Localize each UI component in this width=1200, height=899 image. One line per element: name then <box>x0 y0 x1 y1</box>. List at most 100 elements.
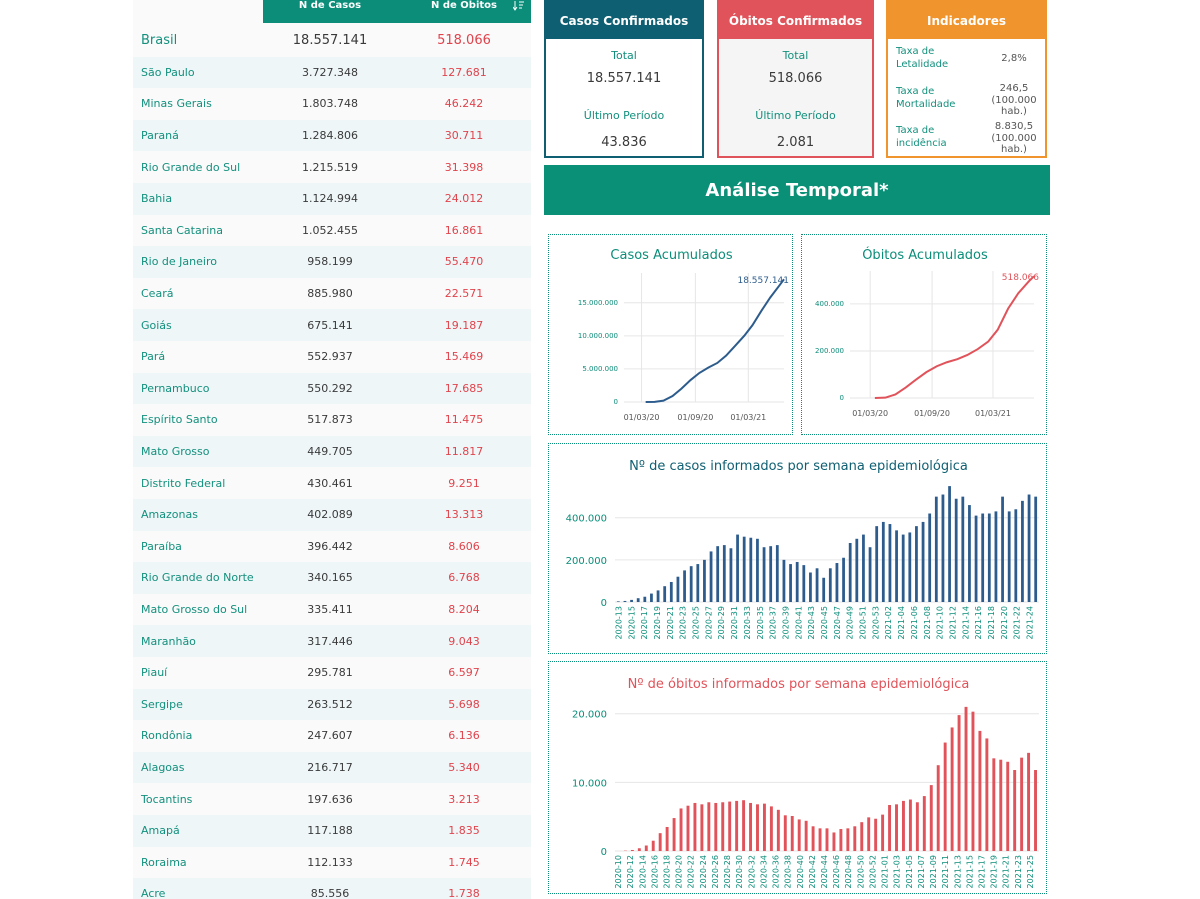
row-name: Piauí <box>141 666 168 680</box>
table-row[interactable]: Amapá 117.188 1.835 <box>133 815 531 847</box>
row-deaths: 9.043 <box>448 634 480 648</box>
table-row[interactable]: Espírito Santo 517.873 11.475 <box>133 404 531 436</box>
table-row[interactable]: Alagoas 216.717 5.340 <box>133 751 531 784</box>
bar <box>630 849 634 851</box>
x-tick-label: 2020-13 <box>614 606 623 639</box>
row-cases: 552.937 <box>307 350 353 364</box>
bar <box>683 570 686 602</box>
table-row[interactable]: Maranhão 317.446 9.043 <box>133 625 531 657</box>
bar <box>860 822 864 851</box>
x-tick-label: 01/09/20 <box>677 413 713 422</box>
x-tick-label: 01/03/21 <box>975 409 1011 418</box>
table-row[interactable]: Piauí 295.781 6.597 <box>133 657 531 689</box>
row-cases: 675.141 <box>307 318 353 332</box>
bar <box>643 596 647 602</box>
bar <box>616 601 620 602</box>
table-row[interactable]: Paraíba 396.442 8.606 <box>133 531 531 563</box>
chart-title: Nº de casos informados por semana epidem… <box>629 459 968 474</box>
col-header-cases[interactable]: N de Casos <box>298 0 362 11</box>
bar <box>756 804 759 851</box>
y-tick-label: 200.000 <box>815 347 844 355</box>
bar <box>742 800 746 851</box>
table-row[interactable]: Ceará 885.980 22.571 <box>133 278 531 310</box>
table-row[interactable]: Rio Grande do Norte 340.165 6.768 <box>133 562 531 594</box>
bar <box>700 804 704 851</box>
chart-title: Nº de óbitos informados por semana epide… <box>628 677 970 692</box>
table-row[interactable]: Mato Grosso 449.705 11.817 <box>133 435 531 468</box>
table-row-total[interactable]: Brasil 18.557.141 518.066 <box>133 25 531 57</box>
bar <box>709 551 713 602</box>
row-cases: 1.215.519 <box>302 160 358 174</box>
bar <box>651 840 655 851</box>
table-row[interactable]: Paraná 1.284.806 30.711 <box>133 119 531 152</box>
col-header-deaths[interactable]: N de Óbitos <box>431 0 497 11</box>
bar <box>679 808 683 851</box>
x-tick-label: 2021-13 <box>953 855 962 888</box>
chart-cumulative-deaths-svg[interactable]: Óbitos Acumulados 0 200.000 400.000 01/03/20… <box>802 235 1048 436</box>
bar <box>802 565 806 602</box>
x-tick-label: 2021-15 <box>965 855 974 888</box>
row-name: Amazonas <box>141 508 198 522</box>
period-label: Último Período <box>583 109 665 122</box>
x-tick-label: 2021-22 <box>1013 606 1022 639</box>
table-row[interactable]: Bahia 1.124.994 24.012 <box>133 183 531 215</box>
bar <box>936 765 940 851</box>
bar <box>775 545 779 602</box>
sort-icon[interactable] <box>513 0 525 12</box>
table-row[interactable]: Santa Catarina 1.052.455 16.861 <box>133 215 531 247</box>
row-name: Acre <box>141 887 166 899</box>
bar <box>658 833 662 851</box>
card-confirmed-cases: Casos Confirmados Total 18.557.141 Últim… <box>544 0 704 158</box>
card-title: Óbitos Confirmados <box>719 2 872 39</box>
x-tick-label: 01/09/20 <box>914 409 950 418</box>
bar <box>954 498 958 602</box>
x-tick-label: 2020-18 <box>663 855 672 888</box>
row-name: Amapá <box>141 824 180 838</box>
table-row[interactable]: Distrito Federal 430.461 9.251 <box>133 467 531 499</box>
row-cases: 550.292 <box>307 381 353 395</box>
row-name: Pará <box>141 350 166 364</box>
table-row[interactable]: Mato Grosso do Sul 335.411 8.204 <box>133 594 531 626</box>
row-deaths: 9.251 <box>448 476 480 490</box>
table-row[interactable]: Goiás 675.141 19.187 <box>133 309 531 341</box>
table-row[interactable]: Tocantins 197.636 3.213 <box>133 783 531 815</box>
series-line <box>645 278 785 403</box>
x-tick-label: 2020-34 <box>759 855 768 888</box>
chart-weekly-cases-svg[interactable]: Nº de casos informados por semana epidem… <box>549 444 1048 655</box>
table-row[interactable]: Pernambuco 550.292 17.685 <box>133 372 531 405</box>
end-value-label: 518.066 <box>1002 273 1039 283</box>
table-header: N de Casos N de Óbitos <box>263 0 531 23</box>
end-value-label: 18.557.141 <box>737 276 789 286</box>
bar <box>901 800 905 851</box>
row-name: Paraíba <box>141 539 182 553</box>
x-tick-label: 2020-14 <box>638 855 647 888</box>
table-row[interactable]: Rio de Janeiro 958.199 55.470 <box>133 246 531 278</box>
row-cases: 958.199 <box>307 255 353 269</box>
bar <box>795 561 799 602</box>
row-deaths: 518.066 <box>437 33 491 49</box>
bar <box>868 547 872 602</box>
table-row[interactable]: Roraima 112.133 1.745 <box>133 847 531 879</box>
chart-cumulative-cases-svg[interactable]: Casos Acumulados 0 5.000.000 10.000.000 15.0… <box>549 235 794 436</box>
y-tick-label: 20.000 <box>572 710 607 721</box>
table-row[interactable]: Rondônia 247.607 6.136 <box>133 720 531 752</box>
row-deaths: 16.861 <box>444 223 484 237</box>
row-name: Rio de Janeiro <box>141 255 217 269</box>
table-row[interactable]: Acre 85.556 1.738 <box>133 878 531 899</box>
y-tick-label: 5.000.000 <box>582 365 618 373</box>
table-row[interactable]: Pará 552.937 15.469 <box>133 341 531 373</box>
x-tick-label: 2021-20 <box>1000 606 1009 639</box>
table-row[interactable]: Minas Gerais 1.803.748 46.242 <box>133 88 531 120</box>
table-row[interactable]: Sergipe 263.512 5.698 <box>133 688 531 721</box>
bar <box>839 829 843 851</box>
table-row[interactable]: Amazonas 402.089 13.313 <box>133 499 531 531</box>
row-deaths: 55.470 <box>444 255 484 269</box>
table-row[interactable]: Rio Grande do Sul 1.215.519 31.398 <box>133 151 531 183</box>
x-tick-label: 2020-27 <box>704 606 713 639</box>
bar <box>693 802 697 851</box>
row-cases: 247.607 <box>307 729 353 743</box>
chart-weekly-deaths-svg[interactable]: Nº de óbitos informados por semana epide… <box>549 662 1048 895</box>
table-row[interactable]: São Paulo 3.727.348 127.681 <box>133 56 531 89</box>
state-table: N de Casos N de Óbitos Brasil 18.557.141 5… <box>133 0 531 899</box>
bar <box>999 759 1003 851</box>
